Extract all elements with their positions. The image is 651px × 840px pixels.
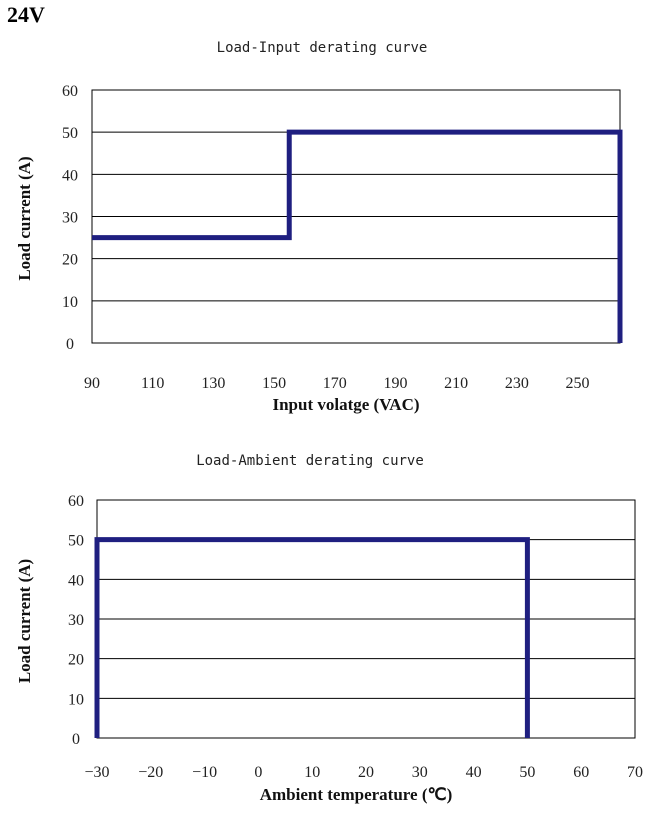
derating-curve-line (94, 537, 530, 738)
x-tick-label: 70 (627, 764, 643, 781)
y-tick-label: 40 (62, 167, 78, 184)
x-axis-label: Input volatge (VAC) (272, 395, 419, 414)
x-tick-label: 50 (519, 764, 535, 781)
chart-title: Load-Input derating curve (217, 40, 428, 56)
x-tick-label: 20 (358, 764, 374, 781)
x-tick-label: 190 (383, 375, 407, 392)
ambient-derating-chart: Load-Ambient derating curve 0 10 20 30 40 50 60… (15, 453, 643, 804)
x-tick-label: 0 (254, 764, 262, 781)
y-tick-label: 50 (68, 533, 84, 550)
page-heading: 24V (7, 2, 45, 27)
y-tick-label: 30 (62, 210, 78, 227)
x-tick-label: 10 (304, 764, 320, 781)
x-tick-label: 60 (573, 764, 589, 781)
chart-title: Load-Ambient derating curve (196, 453, 424, 469)
x-tick-label: −30 (84, 764, 109, 781)
y-tick-label: 10 (68, 691, 84, 708)
x-axis-label: Ambient temperature (℃) (260, 785, 453, 804)
x-tick-label: 110 (141, 375, 164, 392)
y-tick-label: 60 (68, 493, 84, 510)
x-tick-label: 30 (412, 764, 428, 781)
y-tick-label: 50 (62, 125, 78, 142)
y-tick-label: 60 (62, 83, 78, 100)
x-tick-label: −20 (138, 764, 163, 781)
y-tick-label: 30 (68, 612, 84, 629)
x-tick-label: 210 (444, 375, 468, 392)
y-tick-label: 10 (62, 294, 78, 311)
y-tick-label: 0 (66, 336, 74, 353)
x-tick-label: 230 (505, 375, 529, 392)
x-tick-label: 150 (262, 375, 286, 392)
x-tick-label: 250 (566, 375, 590, 392)
x-tick-label: 170 (323, 375, 347, 392)
y-tick-label: 20 (62, 252, 78, 269)
y-tick-label: 20 (68, 652, 84, 669)
input-derating-chart: Load-Input derating curve 0 10 20 30 40 50 60 90… (15, 40, 623, 414)
x-tick-label: −10 (192, 764, 217, 781)
y-axis-label: Load current (A) (15, 156, 34, 280)
y-axis-label: Load current (A) (15, 559, 34, 683)
derating-curve-line (92, 129, 623, 343)
x-tick-label: 90 (84, 375, 100, 392)
x-tick-label: 130 (201, 375, 225, 392)
y-tick-label: 40 (68, 572, 84, 589)
x-tick-label: 40 (466, 764, 482, 781)
y-tick-label: 0 (72, 731, 80, 748)
